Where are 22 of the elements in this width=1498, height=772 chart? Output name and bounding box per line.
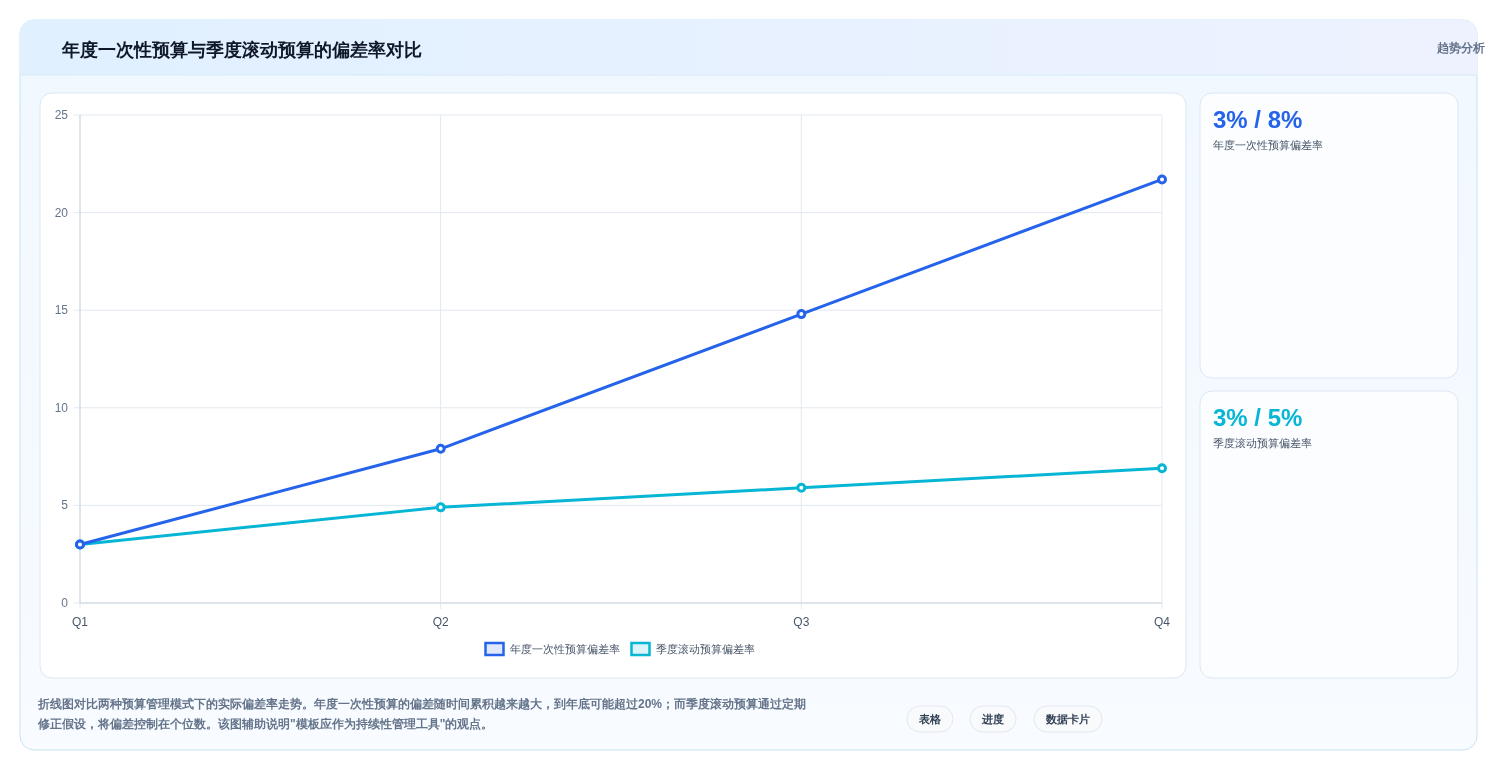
text: 数据卡片 — [1045, 713, 1090, 725]
y-tick-label: 15 — [54, 303, 69, 318]
y-tick-label: 10 — [54, 400, 69, 415]
chart-title: 年度一次性预算与季度滚动预算的偏差率对比 — [61, 40, 422, 60]
x-tick-label: Q2 — [432, 615, 449, 629]
text: 3% / 8% — [1213, 106, 1303, 133]
x-tick-label: Q3 — [793, 615, 810, 629]
text: 季度滚动预算偏差率 — [1213, 437, 1312, 449]
y-tick-label: 0 — [61, 596, 69, 610]
text: 折线图对比两种预算管理模式下的实际偏差率走势。年度一次性预算的偏差随时间累积越来越大，到年底可能超过20%；而季度滚动预算通过定期修正假设，将偏差控制在个位数。该图辅助说明"模板应作为持续性管理工具"的观点。 — [37, 697, 807, 731]
text: 进度 — [981, 713, 1004, 725]
text: 趋势分析 — [1436, 41, 1485, 55]
x-tick-label: Q4 — [1153, 615, 1171, 629]
x-tick-label: Q1 — [71, 615, 89, 629]
text: 表格 — [918, 713, 942, 725]
legend-label: 年度一次性预算偏差率 — [509, 643, 620, 655]
y-tick-label: 5 — [61, 498, 69, 513]
legend-label: 季度滚动预算偏差率 — [655, 643, 755, 655]
text: 3% / 5% — [1213, 404, 1303, 431]
text: 年度一次性预算偏差率 — [1213, 139, 1323, 151]
y-tick-label: 20 — [54, 205, 69, 220]
y-tick-label: 25 — [54, 108, 69, 122]
